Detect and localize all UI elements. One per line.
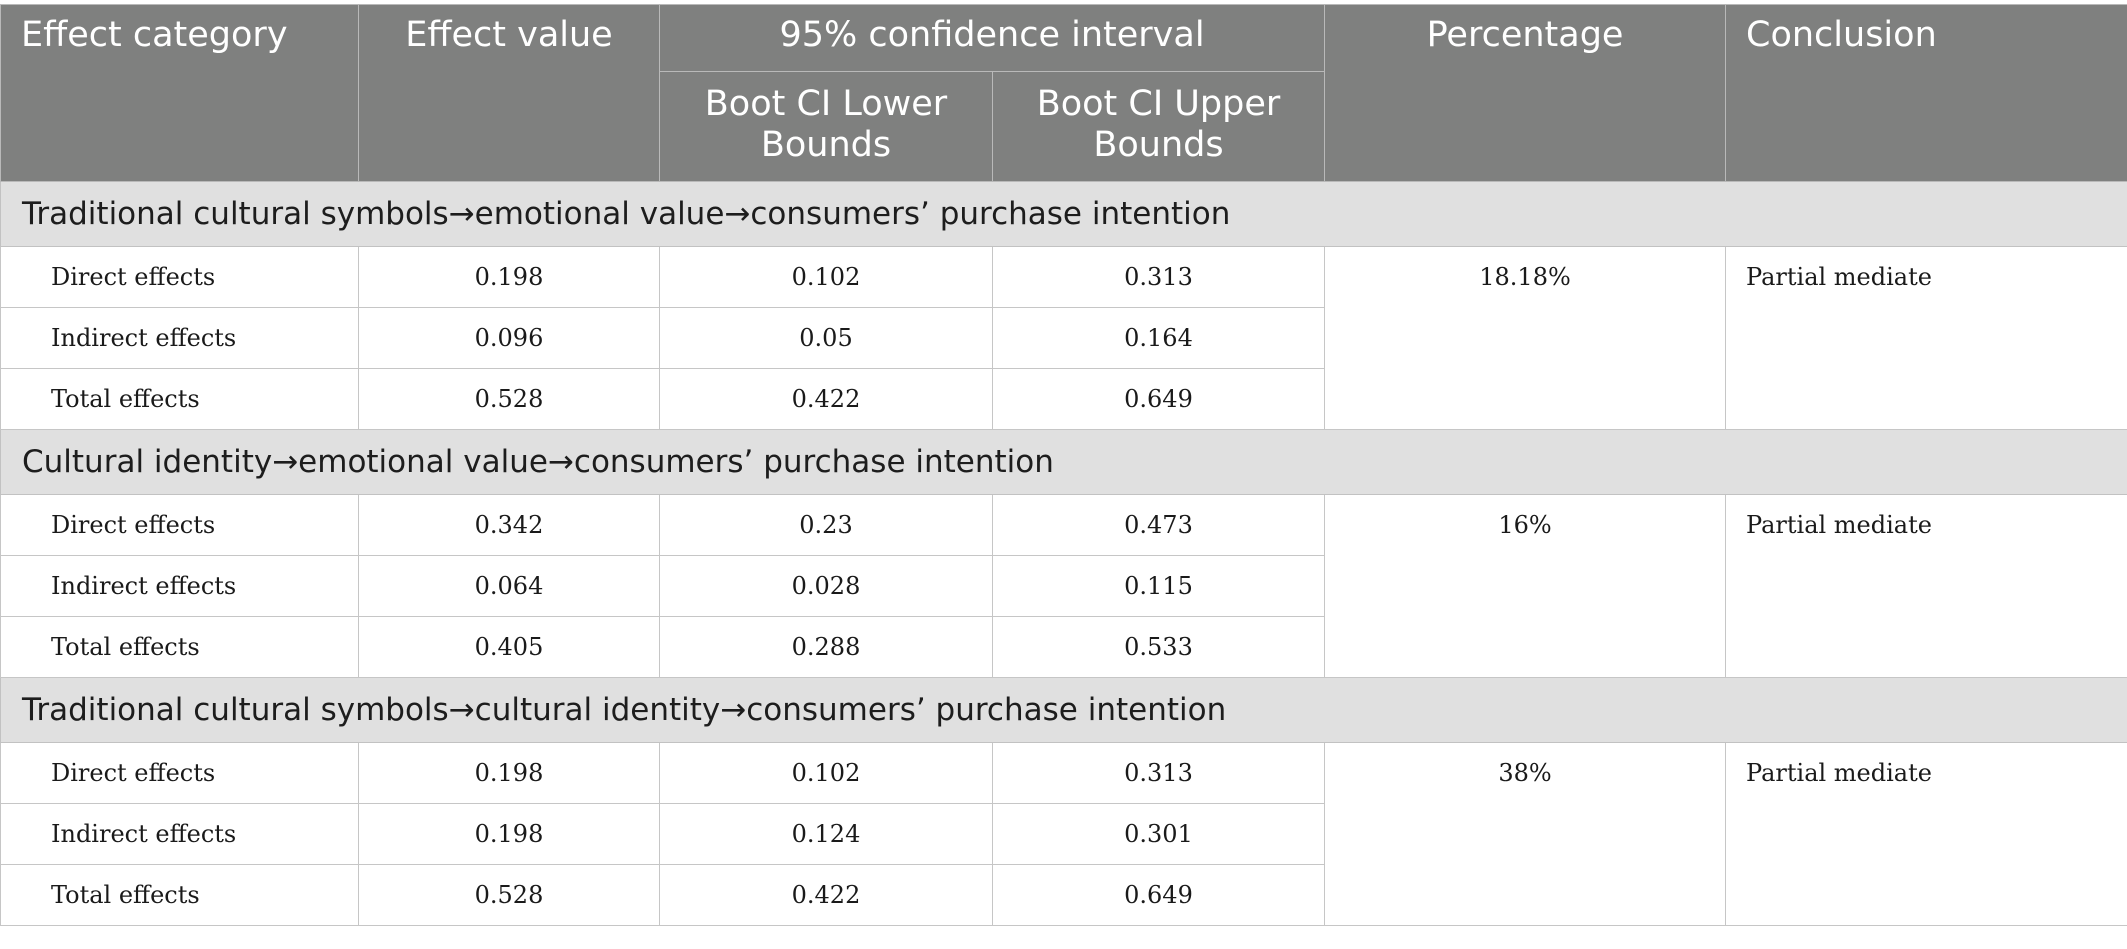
group-title: Traditional cultural symbols→emotional v… [0, 181, 2127, 247]
effect-value: 0.096 [358, 307, 660, 369]
ci-lower: 0.124 [659, 803, 993, 865]
ci-upper: 0.164 [991, 307, 1326, 369]
effect-name: Direct effects [0, 246, 359, 308]
ci-lower: 0.05 [659, 307, 993, 369]
mediation-effects-table: Effect category Effect value 95% confide… [0, 4, 2127, 926]
header-upper-bounds: Boot CI Upper Bounds [991, 71, 1326, 182]
header-percentage: Percentage [1324, 4, 1727, 182]
group-title: Cultural identity→emotional value→consum… [0, 429, 2127, 495]
conclusion-value: Partial mediate [1725, 742, 2127, 926]
effect-value: 0.064 [358, 555, 660, 617]
conclusion-value: Partial mediate [1725, 246, 2127, 430]
table-row: Direct effects 0.342 0.23 0.473 16% Part… [0, 494, 2127, 678]
conclusion-value: Partial mediate [1725, 494, 2127, 678]
table-row: Direct effects 0.198 0.102 0.313 38% Par… [0, 742, 2127, 926]
effect-value: 0.198 [358, 803, 660, 865]
ci-lower: 0.422 [659, 864, 993, 926]
effect-name: Indirect effects [0, 803, 359, 865]
percentage-value: 38% [1324, 742, 1727, 926]
table-row: Indirect effects 0.064 0.028 0.115 [0, 555, 2127, 617]
effect-name: Indirect effects [0, 307, 359, 369]
group-row: Traditional cultural symbols→emotional v… [0, 181, 2127, 247]
ci-lower: 0.102 [659, 246, 993, 308]
ci-upper: 0.649 [991, 864, 1326, 926]
header-conclusion: Conclusion [1725, 4, 2127, 182]
header-confidence-interval: 95% confidence interval [658, 4, 1326, 72]
effect-value: 0.528 [358, 368, 660, 430]
header-effect-category: Effect category [0, 4, 359, 182]
table-row: Total effects 0.528 0.422 0.649 [0, 864, 2127, 926]
group-row: Cultural identity→emotional value→consum… [0, 429, 2127, 495]
ci-upper: 0.649 [991, 368, 1326, 430]
table-header: Effect category Effect value 95% confide… [0, 4, 2127, 182]
table-row: Direct effects 0.198 0.102 0.313 18.18% … [0, 246, 2127, 430]
percentage-value: 18.18% [1324, 246, 1727, 430]
effect-name: Indirect effects [0, 555, 359, 617]
percentage-value: 16% [1324, 494, 1727, 678]
effect-value: 0.198 [358, 246, 660, 308]
table-body: Traditional cultural symbols→emotional v… [0, 181, 2127, 926]
table-row: Indirect effects 0.198 0.124 0.301 [0, 803, 2127, 865]
effect-name: Direct effects [0, 494, 359, 556]
effect-value: 0.405 [358, 616, 660, 678]
effect-value: 0.198 [358, 742, 660, 804]
ci-lower: 0.028 [659, 555, 993, 617]
header-lower-bounds: Boot CI Lower Bounds [659, 71, 993, 182]
header-effect-value: Effect value [358, 4, 660, 182]
effect-value: 0.528 [358, 864, 660, 926]
ci-upper: 0.115 [991, 555, 1326, 617]
table-row: Total effects 0.405 0.288 0.533 [0, 616, 2127, 678]
ci-lower: 0.23 [659, 494, 993, 556]
ci-lower: 0.422 [659, 368, 993, 430]
effect-name: Total effects [0, 616, 359, 678]
effect-value: 0.342 [358, 494, 660, 556]
effect-name: Total effects [0, 368, 359, 430]
effect-name: Direct effects [0, 742, 359, 804]
ci-lower: 0.102 [659, 742, 993, 804]
group-title: Traditional cultural symbols→cultural id… [0, 677, 2127, 743]
ci-upper: 0.473 [991, 494, 1326, 556]
ci-upper: 0.313 [991, 246, 1326, 308]
ci-upper: 0.533 [991, 616, 1326, 678]
effect-name: Total effects [0, 864, 359, 926]
group-row: Traditional cultural symbols→cultural id… [0, 677, 2127, 743]
ci-upper: 0.301 [991, 803, 1326, 865]
ci-upper: 0.313 [991, 742, 1326, 804]
ci-lower: 0.288 [659, 616, 993, 678]
